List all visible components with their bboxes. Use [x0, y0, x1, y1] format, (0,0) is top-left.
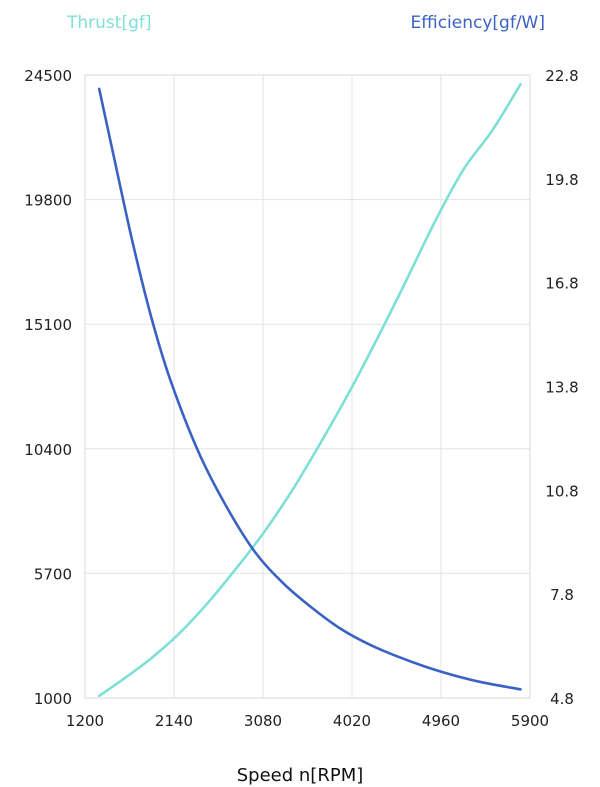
y-right-tick-label: 19.8 — [545, 171, 578, 189]
y-right-tick-label: 4.8 — [550, 690, 574, 708]
x-tick-label: 3080 — [244, 712, 282, 730]
y-left-tick-label: 5700 — [34, 565, 72, 583]
x-tick-label: 2140 — [155, 712, 193, 730]
y-left-tick-label: 1000 — [34, 690, 72, 708]
series-layer — [97, 82, 522, 698]
y-right-tick-label: 22.8 — [545, 67, 578, 85]
y-axis-title-right: Efficiency[gf/W] — [411, 13, 545, 33]
x-tick-label: 5900 — [511, 712, 549, 730]
x-tick-label: 4960 — [422, 712, 460, 730]
efficiency-line — [97, 87, 522, 691]
plot-frame — [84, 74, 531, 699]
y-axis-title-left: Thrust[gf] — [66, 13, 152, 33]
y-right-tick-label: 7.8 — [550, 586, 574, 604]
y-right-tick-label: 16.8 — [545, 275, 578, 293]
tick-labels: 1200 2140 3080 4020 4960 5900 1000 5700 10400 151… — [24, 67, 578, 730]
y-left-tick-label: 19800 — [24, 192, 72, 210]
y-left-tick-label: 15100 — [24, 316, 72, 334]
y-right-tick-label: 10.8 — [545, 482, 578, 500]
thrust-line — [97, 82, 522, 698]
x-axis-title: Speed n[RPM] — [237, 765, 364, 786]
y-left-tick-label: 10400 — [24, 441, 72, 459]
x-tick-label: 1200 — [66, 712, 104, 730]
y-left-tick-label: 24500 — [24, 67, 72, 85]
y-right-tick-label: 13.8 — [545, 379, 578, 397]
x-tick-label: 4020 — [333, 712, 371, 730]
